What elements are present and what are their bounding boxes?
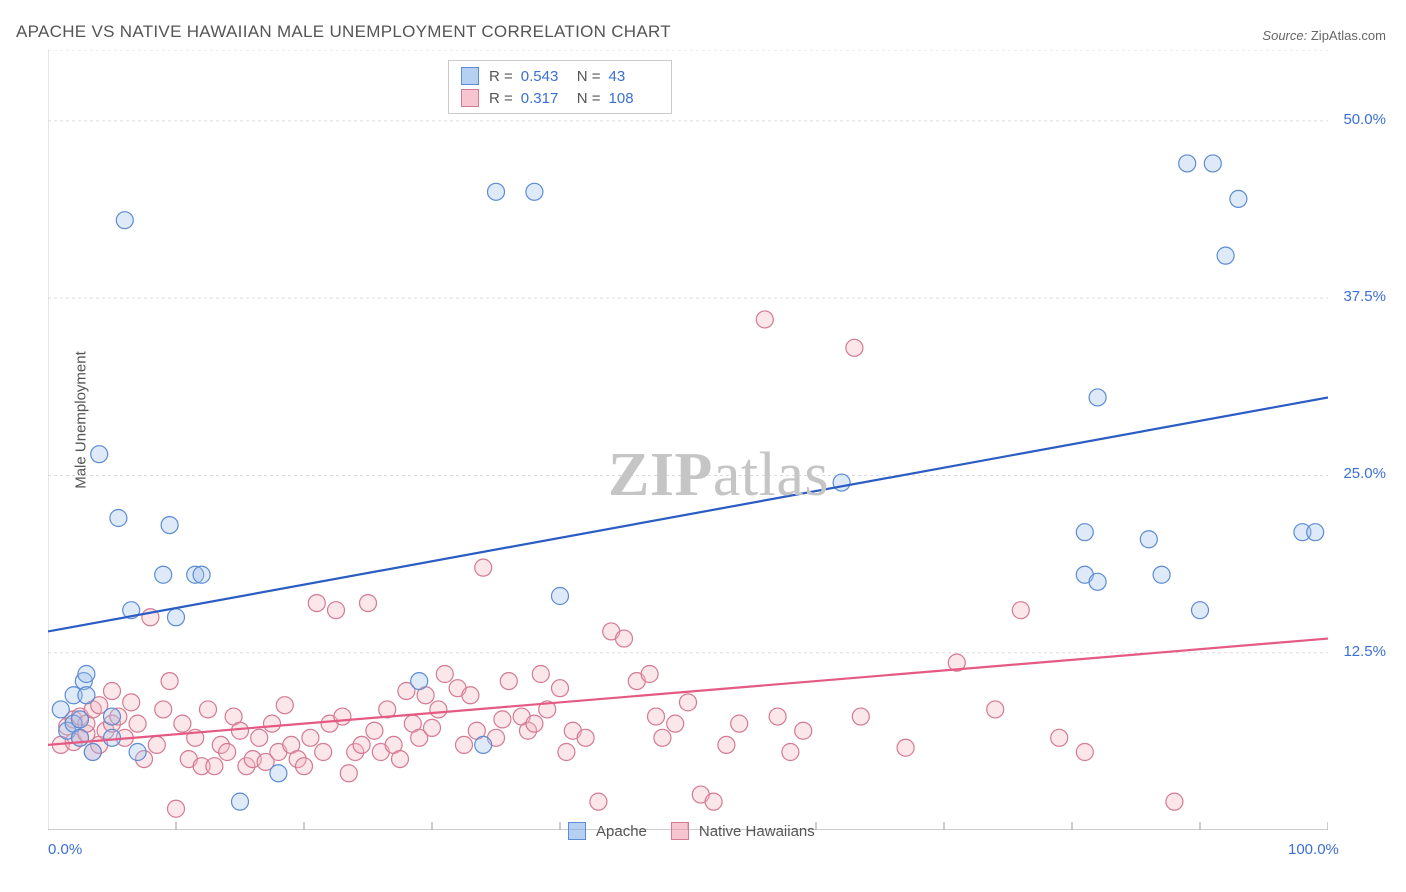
- x-tick-label: 100.0%: [1288, 841, 1339, 858]
- stats-legend: R = 0.543 N = 43 R = 0.317 N = 108: [448, 60, 672, 114]
- legend-label-hawaiian: Native Hawaiians: [699, 823, 815, 840]
- swatch-pink-icon: [461, 89, 479, 107]
- legend-item-apache: Apache: [568, 822, 647, 840]
- source-attribution: Source: ZipAtlas.com: [1262, 28, 1386, 43]
- watermark-atlas: atlas: [713, 441, 829, 509]
- y-tick-label: 50.0%: [1343, 111, 1386, 128]
- y-tick-label: 37.5%: [1343, 288, 1386, 305]
- stat-r-label: R =: [489, 90, 513, 107]
- stats-row-hawaiian: R = 0.317 N = 108: [461, 87, 659, 109]
- swatch-blue-icon: [568, 822, 586, 840]
- x-tick-label: 0.0%: [48, 841, 82, 858]
- source-label: Source:: [1262, 28, 1307, 43]
- swatch-blue-icon: [461, 67, 479, 85]
- y-tick-label: 12.5%: [1343, 643, 1386, 660]
- stat-n-apache: 43: [609, 68, 649, 85]
- stat-r-hawaiian: 0.317: [521, 90, 561, 107]
- bottom-legend: Apache Native Hawaiians: [568, 822, 815, 840]
- stat-n-label: N =: [577, 68, 601, 85]
- legend-item-hawaiian: Native Hawaiians: [671, 822, 815, 840]
- stat-r-apache: 0.543: [521, 68, 561, 85]
- stat-n-hawaiian: 108: [609, 90, 649, 107]
- stats-row-apache: R = 0.543 N = 43: [461, 65, 659, 87]
- y-tick-label: 25.0%: [1343, 465, 1386, 482]
- swatch-pink-icon: [671, 822, 689, 840]
- stat-r-label: R =: [489, 68, 513, 85]
- chart-area: ZIPatlas R = 0.543 N = 43 R = 0.317 N = …: [48, 50, 1328, 830]
- watermark-zip: ZIP: [608, 441, 713, 509]
- watermark: ZIPatlas: [608, 440, 829, 511]
- chart-title: APACHE VS NATIVE HAWAIIAN MALE UNEMPLOYM…: [16, 22, 671, 42]
- legend-label-apache: Apache: [596, 823, 647, 840]
- source-value: ZipAtlas.com: [1311, 28, 1386, 43]
- stat-n-label: N =: [577, 90, 601, 107]
